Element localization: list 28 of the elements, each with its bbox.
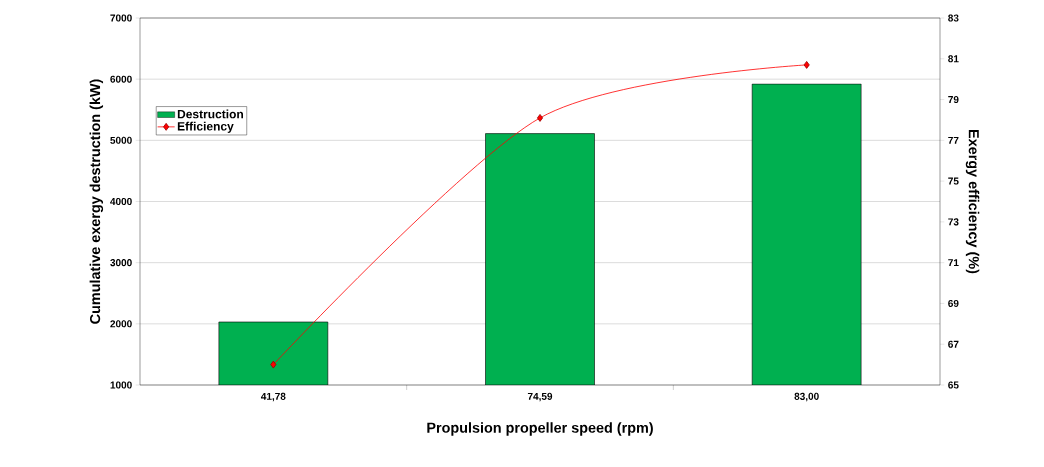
y2-tick-label: 67 (948, 340, 959, 348)
y-tick-label: 2000 (110, 320, 132, 328)
y2-tick-label: 77 (948, 136, 959, 144)
y2-tick-label: 83 (948, 14, 959, 22)
y-axis-title: Cumulative exergy destruction (kW) (89, 79, 104, 324)
y2-tick-label: 71 (948, 259, 959, 267)
point (803, 61, 810, 69)
y-tick-label: 6000 (110, 75, 132, 83)
y2-tick-label: 65 (948, 381, 959, 389)
y2-tick-label: 81 (948, 55, 959, 63)
y-tick-label: 3000 (110, 259, 132, 267)
y-tick-label: 4000 (110, 197, 132, 206)
x-axis-title: Propulsion propeller speed (rpm) (427, 422, 653, 436)
y2-axis-title: Exergy efficiency (%) (965, 130, 980, 274)
legend-label: Efficiency (177, 121, 234, 133)
point (270, 360, 277, 369)
point (536, 114, 544, 122)
y2-tick-label: 79 (948, 96, 959, 104)
y2-tick-label: 73 (948, 218, 959, 226)
x-tick-label: 41,78 (260, 392, 286, 402)
y-tick-label: 7000 (110, 14, 132, 22)
y-tick-label: 5000 (110, 136, 132, 144)
y-tick-label: 1000 (110, 381, 132, 389)
y2-tick-label: 69 (948, 299, 959, 307)
y2-tick-label: 75 (948, 177, 959, 185)
legend-label: Destruction (177, 109, 244, 119)
x-tick-label: 74,59 (527, 392, 553, 402)
x-tick-label: 83,00 (794, 392, 819, 402)
